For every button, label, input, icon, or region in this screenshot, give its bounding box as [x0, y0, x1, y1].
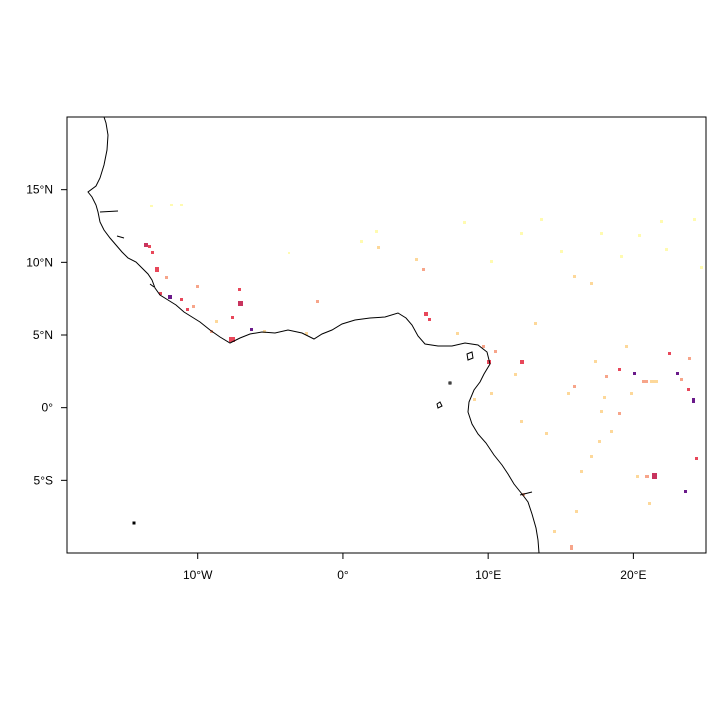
y-tick-label: 5°S: [34, 473, 53, 487]
y-tick-label: 15°N: [26, 183, 53, 197]
coastline: [87, 116, 540, 554]
x-tick-label: 0°: [337, 568, 349, 582]
y-tick-label: 5°N: [33, 328, 53, 342]
y-tick-label: 0°: [42, 401, 54, 415]
raster-cells: [144, 204, 703, 550]
plot-frame: [66, 116, 707, 554]
x-tick-label: 10°E: [475, 568, 501, 582]
x-tick-label: 20°E: [620, 568, 646, 582]
y-tick-label: 10°N: [26, 255, 53, 269]
axes: 10°W 0° 10°E 20°E 15°N 10°N 5°N 0° 5°S: [26, 183, 646, 582]
x-tick-label: 10°W: [183, 568, 213, 582]
